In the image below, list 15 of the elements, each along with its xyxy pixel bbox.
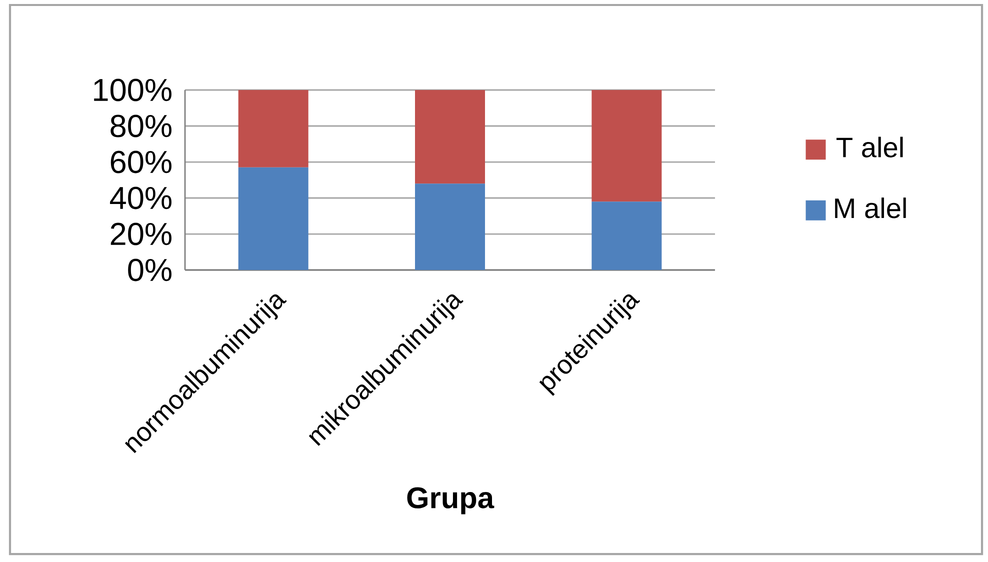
bar: [592, 90, 662, 202]
bar: [592, 202, 662, 270]
y-tick-label: 60%: [110, 150, 172, 174]
y-tick-label: 0%: [128, 258, 172, 282]
bar: [238, 90, 308, 168]
y-tick-label: 80%: [110, 114, 172, 138]
x-axis-title: Grupa: [407, 487, 494, 514]
bar: [415, 90, 486, 184]
y-tick-label: 100%: [94, 78, 172, 102]
legend-label: T alel: [836, 136, 903, 158]
y-tick-label: 20%: [110, 222, 172, 246]
legend-label: M alel: [835, 198, 906, 218]
bar: [415, 184, 486, 270]
bar: [238, 167, 308, 270]
y-tick-label: 40%: [110, 186, 172, 210]
